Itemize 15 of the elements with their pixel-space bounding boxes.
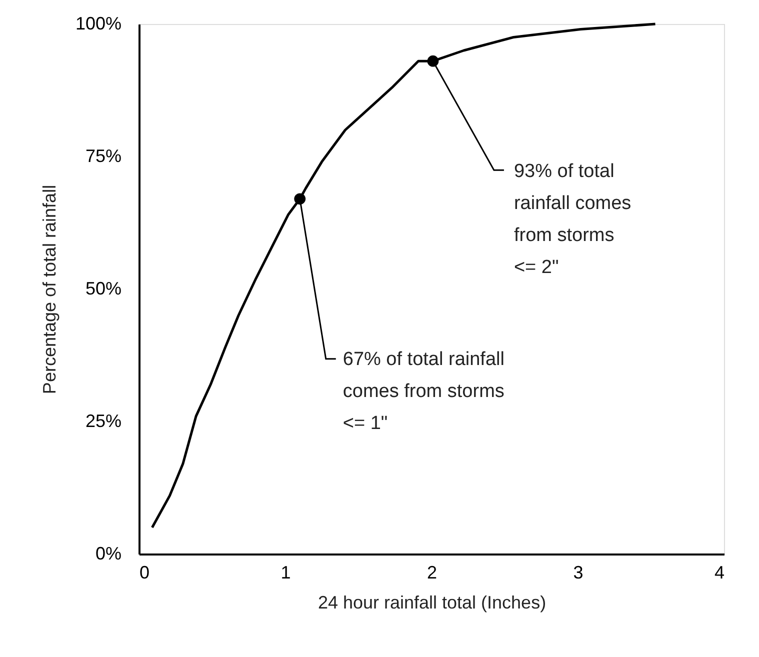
x-tick-label: 0 bbox=[140, 562, 150, 582]
annotation: 93% of total rainfall comes from storms <= 2" bbox=[514, 161, 632, 278]
line-series bbox=[150, 22, 657, 529]
y-axis-title: Percentage of total rainfall bbox=[39, 184, 60, 394]
y-tick-label: 0% bbox=[95, 544, 122, 564]
x-tick-label: 1 bbox=[280, 562, 291, 582]
x-tick-label: 4 bbox=[714, 562, 724, 582]
y-tick-label: 100% bbox=[75, 14, 122, 34]
y-tick-label: 25% bbox=[85, 411, 122, 431]
annotation: 67% of total rainfall comes from storms <= 1" bbox=[342, 348, 504, 434]
x-tick-label: 3 bbox=[573, 562, 584, 582]
x-tick-label: 2 bbox=[426, 562, 438, 582]
x-axis-title: 24 hour rainfall total (Inches) bbox=[318, 592, 546, 612]
y-tick-label: 75% bbox=[85, 146, 122, 166]
y-tick-label: 50% bbox=[85, 278, 122, 298]
